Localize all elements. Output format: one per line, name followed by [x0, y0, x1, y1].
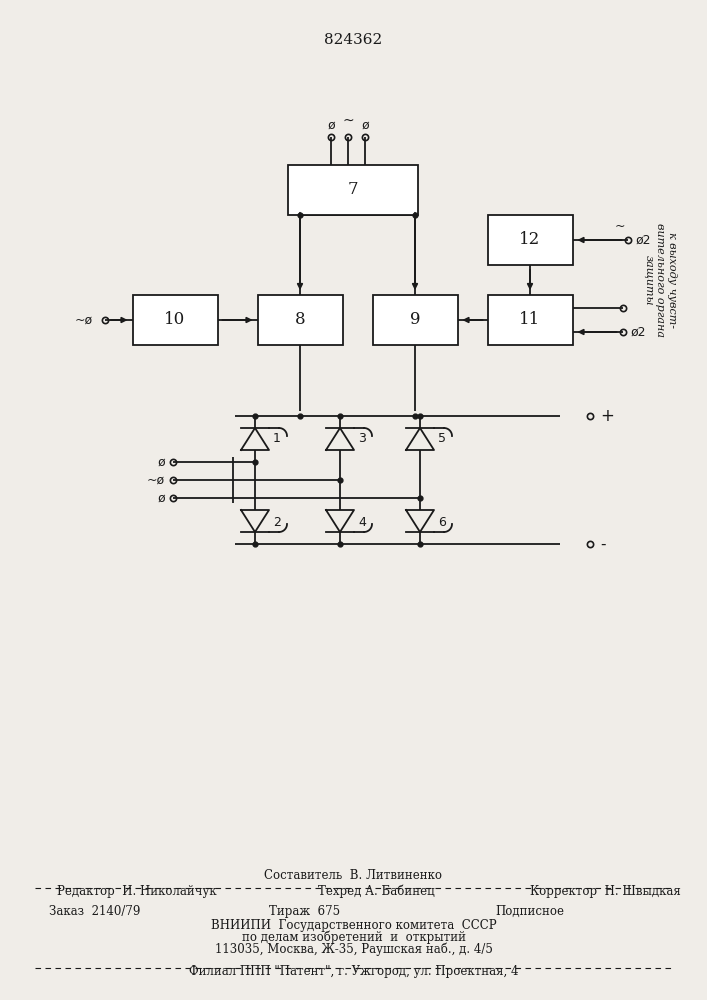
Text: к выходу чувст-
вительного органа
защиты: к выходу чувст- вительного органа защиты — [643, 223, 677, 337]
Text: Тираж  675: Тираж 675 — [269, 905, 340, 918]
Bar — [132, 295, 218, 345]
Text: +: + — [600, 407, 614, 425]
Bar — [288, 165, 418, 215]
Text: ø: ø — [158, 491, 165, 504]
Text: ø: ø — [327, 118, 335, 131]
Text: ø: ø — [361, 118, 369, 131]
Text: Подписное: Подписное — [495, 905, 564, 918]
Text: 10: 10 — [164, 312, 186, 328]
Text: 3: 3 — [358, 432, 366, 444]
Text: ~ø: ~ø — [75, 314, 93, 326]
Text: Редактор  И. Николайчук: Редактор И. Николайчук — [57, 885, 216, 898]
Text: ~: ~ — [342, 114, 354, 128]
Text: по делам изобретений  и  открытий: по делам изобретений и открытий — [242, 930, 465, 944]
Text: -: - — [600, 536, 605, 552]
Text: 6: 6 — [438, 516, 446, 528]
Bar — [257, 295, 342, 345]
Bar — [488, 215, 573, 265]
Text: Техред А. Бабинец: Техред А. Бабинец — [318, 884, 435, 898]
Text: ~: ~ — [614, 220, 625, 232]
Text: 2: 2 — [273, 516, 281, 528]
Bar — [373, 295, 457, 345]
Text: 12: 12 — [520, 232, 541, 248]
Bar — [488, 295, 573, 345]
Text: 8: 8 — [295, 312, 305, 328]
Text: Филиал ППП "Патент", г. Ужгород, ул. Проектная, 4: Филиал ППП "Патент", г. Ужгород, ул. Про… — [189, 965, 518, 978]
Text: 11: 11 — [520, 312, 541, 328]
Text: ø2: ø2 — [631, 326, 646, 338]
Text: 9: 9 — [410, 312, 420, 328]
Text: ВНИИПИ  Государственного комитета  СССР: ВНИИПИ Государственного комитета СССР — [211, 919, 496, 932]
Text: Составитель  В. Литвиненко: Составитель В. Литвиненко — [264, 869, 443, 882]
Text: 7: 7 — [348, 182, 358, 198]
Text: 1: 1 — [273, 432, 281, 444]
Text: ~ø: ~ø — [147, 474, 165, 487]
Text: 5: 5 — [438, 432, 446, 444]
Text: Заказ  2140/79: Заказ 2140/79 — [49, 905, 141, 918]
Text: 4: 4 — [358, 516, 366, 528]
Text: Корректор  Н. Швыдкая: Корректор Н. Швыдкая — [530, 885, 681, 898]
Text: 113035, Москва, Ж-35, Раушская наб., д. 4/5: 113035, Москва, Ж-35, Раушская наб., д. … — [214, 942, 493, 956]
Text: ø: ø — [158, 456, 165, 468]
Text: 824362: 824362 — [325, 33, 382, 47]
Text: ø2: ø2 — [636, 233, 651, 246]
